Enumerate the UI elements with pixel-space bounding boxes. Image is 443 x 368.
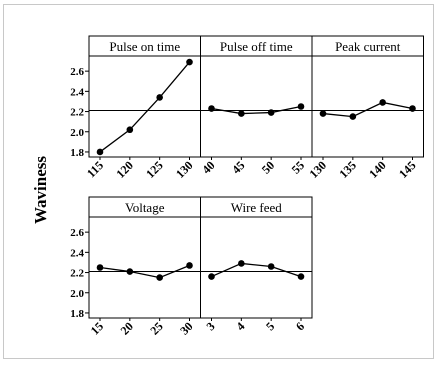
data-point: [319, 110, 327, 117]
data-point: [126, 126, 134, 134]
panel-title: Wire feed: [231, 200, 283, 215]
series-line: [211, 262, 302, 278]
y-tick-label: 2.4: [70, 86, 84, 98]
x-tick-label: 145: [396, 158, 419, 181]
data-point: [267, 263, 275, 270]
data-point: [238, 110, 245, 117]
x-tick-label: 135: [336, 158, 359, 181]
series-line: [99, 264, 190, 279]
data-point: [238, 260, 245, 267]
x-tick-label: 50: [259, 158, 277, 176]
y-tick-label: 2.0: [70, 127, 84, 139]
x-tick-label: 20: [118, 319, 136, 337]
x-tick-label: 115: [84, 158, 106, 180]
data-point: [186, 262, 193, 269]
data-point: [267, 109, 275, 116]
data-point: [156, 274, 163, 281]
panel-title: Pulse off time: [220, 39, 293, 54]
x-tick-label: 40: [199, 158, 217, 176]
y-tick-label: 1.8: [70, 147, 84, 159]
x-tick-label: 25: [147, 319, 165, 337]
y-tick-label: 2.2: [70, 107, 84, 119]
x-tick-label: 140: [366, 158, 389, 181]
data-point: [156, 94, 163, 101]
data-point: [297, 273, 305, 280]
x-tick-label: 120: [113, 158, 136, 181]
data-point: [297, 103, 305, 110]
data-point: [208, 273, 215, 280]
panel-title: Peak current: [335, 39, 401, 54]
data-point: [96, 264, 104, 271]
x-tick-label: 45: [229, 158, 247, 176]
x-tick-label: 130: [173, 158, 196, 181]
panel-border: [311, 35, 424, 158]
panel-border: [200, 196, 313, 319]
y-tick-label: 1.8: [70, 308, 84, 320]
series-line: [99, 61, 190, 153]
x-tick-label: 55: [289, 158, 307, 176]
data-point: [126, 268, 134, 275]
x-tick-label: 4: [233, 319, 247, 333]
series-line: [211, 105, 302, 115]
y-axis-label: Waviness: [31, 156, 50, 224]
x-tick-label: 30: [177, 319, 195, 337]
x-tick-label: 125: [143, 158, 166, 181]
y-tick-label: 2.4: [70, 247, 84, 259]
data-point: [409, 105, 416, 112]
x-tick-label: 15: [88, 319, 106, 337]
data-point: [379, 99, 386, 106]
data-point: [208, 105, 215, 112]
panel-border: [88, 35, 201, 158]
panel-title: Voltage: [125, 200, 165, 215]
y-tick-label: 2.6: [70, 66, 84, 78]
data-point: [96, 148, 104, 156]
panel-title: Pulse on time: [109, 39, 180, 54]
y-tick-label: 2.6: [70, 227, 84, 239]
panel-border: [200, 35, 313, 158]
x-tick-label: 6: [293, 319, 307, 333]
panel-border: [88, 196, 201, 319]
y-tick-label: 2.0: [70, 288, 84, 300]
series-line: [322, 101, 413, 118]
x-tick-label: 3: [203, 319, 217, 333]
figure-frame: [3, 4, 434, 359]
data-point: [349, 113, 357, 120]
data-point: [186, 58, 193, 66]
x-tick-label: 5: [263, 319, 277, 333]
y-tick-label: 2.2: [70, 268, 84, 280]
x-tick-label: 130: [306, 158, 329, 181]
